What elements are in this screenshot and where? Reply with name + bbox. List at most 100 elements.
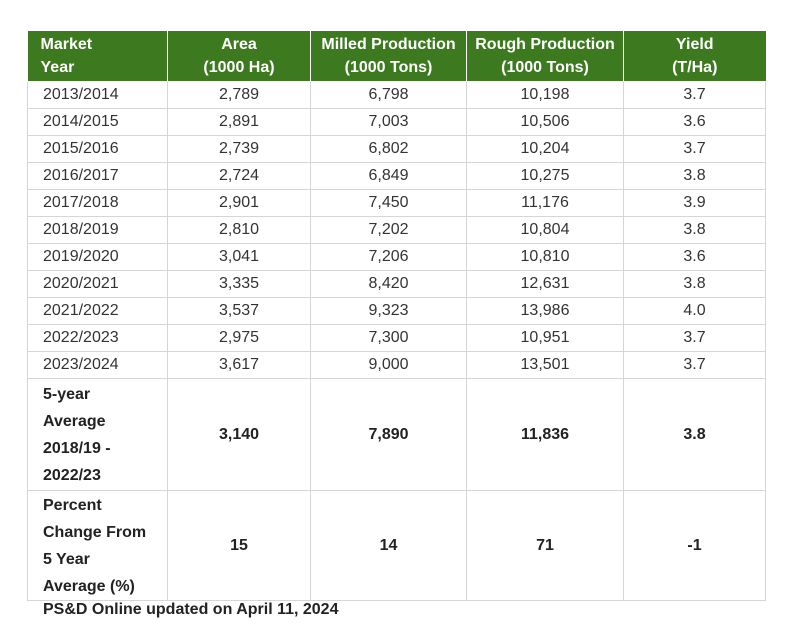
cell-market-year: 2021/2022: [27, 297, 168, 325]
production-table: Market Year Area (1000 Ha) Milled Produc…: [27, 31, 766, 601]
table-row: 2019/2020 3,041 7,206 10,810 3.6: [27, 243, 766, 271]
cell-market-year: 2018/2019: [27, 216, 168, 244]
header-line: Area: [221, 36, 257, 53]
cell-yield: 3.7: [623, 81, 766, 109]
table-row: 2014/2015 2,891 7,003 10,506 3.6: [27, 108, 766, 136]
cell-milled-production: 6,802: [310, 135, 467, 163]
table-row: 2016/2017 2,724 6,849 10,275 3.8: [27, 162, 766, 190]
average-row: 5-year Average 2018/19 - 2022/23 3,140 7…: [27, 378, 766, 491]
production-table-container: Market Year Area (1000 Ha) Milled Produc…: [27, 31, 766, 601]
cell-rough-production: 10,810: [466, 243, 624, 271]
label-line: Change From: [43, 523, 147, 541]
table-row: 2021/2022 3,537 9,323 13,986 4.0: [27, 297, 766, 325]
header-market-year: Market Year: [27, 31, 168, 82]
cell-market-year: 2022/2023: [27, 324, 168, 352]
cell-area: 2,975: [167, 324, 311, 352]
cell-area: 2,724: [167, 162, 311, 190]
cell-yield: 3.6: [623, 243, 766, 271]
cell-yield: 3.9: [623, 189, 766, 217]
cell-area: 2,901: [167, 189, 311, 217]
table-body: 2013/2014 2,789 6,798 10,198 3.7 2014/2015 2,8…: [27, 81, 766, 601]
header-row: Market Year Area (1000 Ha) Milled Produc…: [27, 31, 766, 82]
cell-milled-production: 7,206: [310, 243, 467, 271]
cell-milled-production: 9,323: [310, 297, 467, 325]
average-label: 5-year Average 2018/19 - 2022/23: [27, 378, 168, 491]
cell-rough-production: 10,951: [466, 324, 624, 352]
cell-rough-production: 10,506: [466, 108, 624, 136]
cell-milled-production: 9,000: [310, 351, 467, 379]
cell-milled-production: 6,798: [310, 81, 467, 109]
cell-market-year: 2023/2024: [27, 351, 168, 379]
header-yield: Yield (T/Ha): [623, 31, 766, 82]
cell-yield: 4.0: [623, 297, 766, 325]
cell-market-year: 2020/2021: [27, 270, 168, 298]
cell-rough-production: 12,631: [466, 270, 624, 298]
cell-yield: 3.8: [623, 162, 766, 190]
percent-change-area: 15: [167, 490, 311, 601]
header-line: (T/Ha): [672, 59, 718, 76]
cell-rough-production: 13,986: [466, 297, 624, 325]
cell-area: 2,810: [167, 216, 311, 244]
cell-area: 2,891: [167, 108, 311, 136]
header-area: Area (1000 Ha): [167, 31, 311, 82]
average-area: 3,140: [167, 378, 311, 491]
table-row: 2017/2018 2,901 7,450 11,176 3.9: [27, 189, 766, 217]
cell-milled-production: 7,202: [310, 216, 467, 244]
header-line: Year: [40, 59, 75, 76]
cell-area: 2,789: [167, 81, 311, 109]
cell-milled-production: 8,420: [310, 270, 467, 298]
label-line: Average (%): [43, 577, 135, 595]
cell-milled-production: 7,450: [310, 189, 467, 217]
label-line: 5-year: [43, 385, 91, 403]
cell-market-year: 2013/2014: [27, 81, 168, 109]
label-line: 2018/19 -: [43, 439, 111, 457]
table-row: 2018/2019 2,810 7,202 10,804 3.8: [27, 216, 766, 244]
cell-milled-production: 7,003: [310, 108, 467, 136]
cell-area: 3,335: [167, 270, 311, 298]
cell-rough-production: 10,275: [466, 162, 624, 190]
cell-yield: 3.8: [623, 216, 766, 244]
cell-market-year: 2016/2017: [27, 162, 168, 190]
cell-rough-production: 13,501: [466, 351, 624, 379]
header-line: (1000 Ha): [203, 59, 275, 76]
update-footnote: PS&D Online updated on April 11, 2024: [43, 601, 339, 618]
label-line: Percent: [43, 496, 102, 514]
header-rough-production: Rough Production (1000 Tons): [466, 31, 624, 82]
cell-market-year: 2014/2015: [27, 108, 168, 136]
percent-change-milled: 14: [310, 490, 467, 601]
table-row: 2013/2014 2,789 6,798 10,198 3.7: [27, 81, 766, 109]
cell-rough-production: 10,198: [466, 81, 624, 109]
header-line: (1000 Tons): [501, 59, 589, 76]
label-line: 2022/23: [43, 466, 101, 484]
cell-yield: 3.6: [623, 108, 766, 136]
header-line: Market: [40, 36, 93, 53]
cell-area: 3,537: [167, 297, 311, 325]
label-line: Average: [43, 412, 106, 430]
cell-milled-production: 7,300: [310, 324, 467, 352]
cell-rough-production: 11,176: [466, 189, 624, 217]
table-header: Market Year Area (1000 Ha) Milled Produc…: [27, 31, 766, 82]
header-line: Rough Production: [475, 36, 615, 53]
cell-yield: 3.7: [623, 351, 766, 379]
percent-change-yield: -1: [623, 490, 766, 601]
cell-yield: 3.8: [623, 270, 766, 298]
header-milled-production: Milled Production (1000 Tons): [310, 31, 467, 82]
header-line: Yield: [675, 36, 714, 53]
average-milled: 7,890: [310, 378, 467, 491]
cell-market-year: 2017/2018: [27, 189, 168, 217]
cell-market-year: 2015/2016: [27, 135, 168, 163]
header-line: (1000 Tons): [344, 59, 433, 76]
cell-yield: 3.7: [623, 324, 766, 352]
cell-rough-production: 10,204: [466, 135, 624, 163]
label-line: 5 Year: [43, 550, 90, 568]
cell-area: 3,041: [167, 243, 311, 271]
table-row: 2015/2016 2,739 6,802 10,204 3.7: [27, 135, 766, 163]
cell-market-year: 2019/2020: [27, 243, 168, 271]
percent-change-label: Percent Change From 5 Year Average (%): [27, 490, 168, 601]
cell-rough-production: 10,804: [466, 216, 624, 244]
table-row: 2022/2023 2,975 7,300 10,951 3.7: [27, 324, 766, 352]
average-rough: 11,836: [466, 378, 624, 491]
cell-milled-production: 6,849: [310, 162, 467, 190]
table-row: 2020/2021 3,335 8,420 12,631 3.8: [27, 270, 766, 298]
cell-yield: 3.7: [623, 135, 766, 163]
